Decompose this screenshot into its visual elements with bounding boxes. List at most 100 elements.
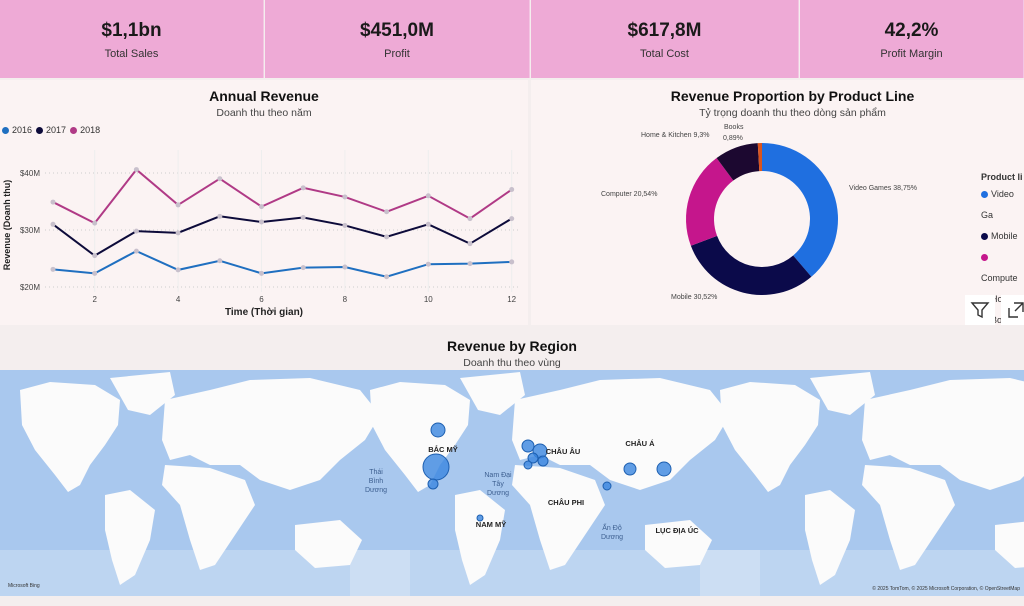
donut-slice[interactable] [686, 158, 734, 246]
line-chart: $20M $30M $40M 2 4 6 8 10 12 Time (Thời gian) Reve… [2, 150, 520, 318]
kpi-value: $1,1bn [101, 20, 162, 41]
data-point [133, 167, 139, 173]
label-south-america: NAM MỸ [476, 520, 506, 529]
label-asia: CHÂU Á [625, 439, 655, 448]
data-point [133, 228, 139, 234]
data-point [467, 241, 473, 247]
ocean-atlantic-2: Tây [492, 481, 504, 488]
kpi-card: $451,0M Profit [265, 0, 530, 78]
region-bubble[interactable] [527, 452, 539, 464]
legend-item[interactable]: 2018 [70, 125, 100, 135]
data-point [425, 261, 431, 267]
series-line-2016 [52, 249, 512, 278]
kpi-value: 42,2% [884, 20, 939, 41]
slice-label: Home & Kitchen 9,3% [641, 132, 709, 139]
donut-title: Revenue Proportion by Product Line [670, 88, 915, 104]
legend-label: Video Ga [981, 189, 1014, 220]
filter-button[interactable] [965, 295, 995, 325]
kpi-value: $451,0M [360, 20, 434, 41]
kpi-label: Profit [384, 48, 410, 60]
ocean-pacific-2: Bình [369, 478, 384, 485]
y-axis-label: Revenue (Doanh thu) [2, 180, 12, 271]
slice-label: Mobile 30,52% [671, 294, 717, 301]
slice-label: Books [724, 124, 744, 131]
data-point [175, 267, 181, 273]
region-bubble[interactable] [476, 514, 484, 522]
region-bubble[interactable] [430, 422, 446, 438]
legend-dot [981, 254, 988, 262]
donut-slice[interactable] [716, 143, 760, 181]
data-point [509, 216, 515, 222]
data-point [384, 274, 390, 280]
x-tick-label: 2 [92, 295, 97, 304]
data-point [300, 265, 306, 271]
x-tick-label: 4 [176, 295, 181, 304]
kpi-label: Total Sales [104, 48, 159, 60]
region-bubble[interactable] [537, 455, 549, 467]
legend-dot [70, 127, 78, 135]
region-bubble[interactable] [521, 439, 535, 453]
legend-label: Mobile [991, 231, 1018, 241]
data-point [259, 219, 264, 225]
map-brand: Microsoft Bing [8, 583, 40, 589]
map-title: Revenue by Region [447, 338, 577, 354]
legend-dot [981, 233, 988, 241]
region-bubble[interactable] [602, 481, 612, 491]
label-north-america: BẮC MỸ [428, 445, 458, 454]
donut-slice[interactable] [690, 235, 812, 295]
legend-dot [36, 127, 44, 135]
y-tick-label: $20M [20, 283, 40, 292]
region-bubble[interactable] [427, 478, 439, 490]
donut-panel: Revenue Proportion by Product Line Tỷ tr… [531, 80, 1024, 325]
kpi-value: $617,8M [627, 20, 702, 41]
data-point [342, 222, 348, 228]
kpi-label: Total Cost [640, 48, 689, 60]
data-point [50, 199, 56, 205]
legend-item[interactable]: 2016 [2, 125, 32, 135]
focus-mode-icon [1008, 302, 1024, 318]
data-point [425, 193, 431, 199]
data-point [425, 221, 431, 227]
legend-item[interactable]: Video Ga [981, 184, 1024, 226]
map-copyright: © 2025 TomTom, © 2025 Microsoft Corporat… [872, 585, 1020, 592]
region-bubble[interactable] [422, 453, 450, 481]
y-tick-label: $30M [20, 226, 40, 235]
legend-item[interactable]: Mobile [981, 226, 1024, 247]
ocean-atlantic-1: Nam Đại [484, 472, 512, 479]
label-australia: LỤC ĐỊA ÚC [655, 526, 699, 535]
data-point [342, 194, 348, 200]
x-tick-label: 10 [424, 295, 433, 304]
label-europe: CHÂU ÂU [546, 447, 581, 456]
data-point [92, 270, 98, 276]
ocean-pacific-3: Dương [365, 487, 387, 494]
legend-label: 2017 [46, 125, 67, 135]
data-point [217, 258, 223, 264]
data-point [467, 261, 473, 267]
region-bubble[interactable] [623, 462, 637, 476]
data-point [384, 209, 390, 215]
annual-revenue-panel: Annual Revenue Doanh thu theo năm 2016 20… [0, 80, 528, 325]
data-point [217, 213, 223, 219]
kpi-label: Profit Margin [880, 48, 943, 60]
donut-slice[interactable] [762, 143, 838, 277]
ocean-atlantic-3: Dương [487, 490, 509, 497]
legend-label: 2018 [80, 125, 101, 135]
legend-item[interactable]: Compute [981, 247, 1024, 289]
data-point [175, 230, 181, 236]
region-bubble[interactable] [523, 460, 533, 470]
donut-slice[interactable] [757, 143, 762, 172]
region-map[interactable]: BẮC MỸ CHÂU ÂU CHÂU Á CHÂU PHI NAM MỸ LỤ… [0, 370, 1024, 596]
data-point [92, 253, 98, 259]
focus-mode-button[interactable] [1001, 295, 1024, 325]
filter-icon [970, 302, 990, 319]
donut-chart: Video Games 38,75% Mobile 30,52% Computer … [601, 124, 917, 301]
data-point [50, 221, 56, 227]
data-point [467, 216, 473, 222]
y-tick-label: $40M [20, 169, 40, 178]
legend-item[interactable]: 2017 [36, 125, 66, 135]
slice-value: 0,89% [723, 135, 743, 142]
region-bubble[interactable] [656, 461, 672, 477]
x-tick-label: 6 [259, 295, 264, 304]
data-point [259, 270, 264, 276]
data-point [300, 185, 306, 191]
